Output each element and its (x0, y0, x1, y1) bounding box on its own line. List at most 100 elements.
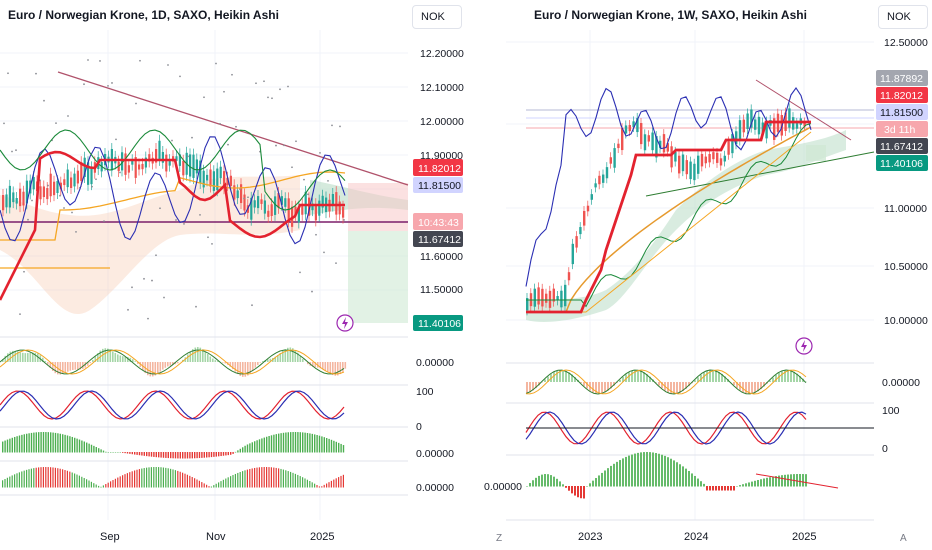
auto-scale-button[interactable]: A (900, 533, 907, 544)
candle-body (270, 204, 273, 217)
psar-dot (19, 313, 21, 316)
hist-bar (290, 432, 292, 453)
hist-bar (124, 452, 126, 454)
osc-bar (164, 362, 167, 368)
senkou-span-line (526, 123, 812, 308)
candle-body (636, 117, 639, 133)
currency-button[interactable]: NOK (412, 5, 462, 29)
osc-bar (571, 374, 573, 382)
osc-bar (319, 362, 322, 369)
candle-body (765, 121, 768, 139)
candle-body (66, 169, 69, 188)
countdown-tag (876, 121, 928, 137)
hist-bar (66, 470, 68, 488)
psar-dot (271, 97, 273, 100)
countdown-tag (413, 213, 463, 230)
osc-bar (682, 382, 684, 392)
hist-bar (95, 447, 97, 453)
psar-dot (199, 213, 201, 216)
osc-bar (655, 382, 657, 383)
hist-bar (47, 432, 49, 453)
hist-bar (81, 476, 83, 488)
osc-bar (781, 371, 783, 382)
hist-bar (98, 448, 100, 453)
hist-bar (553, 476, 555, 487)
osc-bar (332, 362, 334, 376)
candle-body (697, 155, 700, 174)
hist-bar (751, 481, 753, 487)
level-text-dark: 11.67412 (418, 234, 461, 246)
candle-body (22, 191, 25, 206)
hist-bar (69, 471, 71, 488)
hist-bar (213, 452, 215, 457)
hist-bar (254, 467, 256, 488)
osc-bar (214, 360, 217, 362)
chart-panel-weekly[interactable]: Euro / Norwegian Krone, 1W, SAXO, Heikin… (466, 0, 932, 550)
hist-bar (242, 471, 244, 488)
candle-body (655, 136, 658, 158)
candle-body (643, 134, 647, 151)
candle-body (209, 169, 212, 187)
chart-panel-daily[interactable]: Euro / Norwegian Krone, 1D, SAXO, Heikin… (0, 0, 466, 550)
hist-bar (280, 468, 282, 488)
hist-bar (302, 432, 304, 453)
hist-bar (52, 467, 54, 488)
osc-bar (279, 353, 282, 362)
hist-bar (141, 452, 143, 456)
hist-bar (138, 452, 141, 456)
hist-bar (297, 432, 299, 453)
hist-bar (64, 470, 66, 488)
candle-body (304, 191, 307, 215)
osc-bar (299, 355, 302, 362)
hist-bar (74, 437, 76, 453)
hist-bar (778, 475, 780, 487)
hist-bar (189, 452, 191, 459)
hist-bar (6, 477, 8, 488)
candle-body (229, 175, 232, 187)
hist-bar (126, 452, 129, 454)
psar-dot (159, 207, 161, 210)
currency-button[interactable]: NOK (878, 5, 928, 29)
candle-body (321, 195, 324, 208)
hist-bar (143, 468, 145, 488)
osc-bar (277, 355, 279, 362)
osc-bar (4, 355, 7, 362)
osc-bar (688, 382, 690, 387)
daily-chart-canvas[interactable]: 12.20000 12.10000 12.00000 11.90000 11.6… (0, 0, 466, 550)
hist-bar (18, 472, 20, 488)
hist-bar (556, 478, 558, 487)
psar-dot (319, 152, 321, 154)
hist-bar (146, 452, 148, 457)
scale-mode-button[interactable]: Z (496, 533, 502, 544)
hist-bar (685, 468, 687, 487)
hist-bar (170, 452, 172, 459)
hist-bar (242, 447, 244, 453)
hist-bar (162, 452, 165, 458)
osc-bar (287, 347, 289, 362)
candle-body (161, 151, 164, 163)
candle-body (212, 171, 215, 191)
hist-bar (342, 474, 344, 488)
hist-bar (76, 474, 78, 488)
current-price-text: 11.82012 (418, 163, 461, 175)
hist-bar (763, 478, 765, 487)
candle-body (640, 123, 643, 145)
osc-label: 100 (882, 405, 900, 417)
weekly-chart-canvas[interactable]: 12.50000 11.00000 10.50000 10.00000 11.8… (466, 0, 932, 550)
time-label: 2025 (310, 531, 334, 543)
hist-bar (59, 433, 61, 453)
hist-bar (165, 467, 167, 488)
psar-dot (207, 236, 209, 239)
hist-bar (153, 452, 155, 457)
osc-bar (679, 382, 681, 393)
psar-dot (187, 155, 189, 158)
hist-bar (186, 474, 188, 488)
level-tag-green (876, 155, 928, 171)
psar-dot (43, 99, 45, 102)
hist-bar (321, 436, 323, 453)
candle-body (647, 135, 650, 142)
psar-dot (135, 102, 137, 105)
candle-body (87, 162, 90, 185)
psar-dot (191, 136, 193, 139)
hist-bar (23, 470, 25, 488)
